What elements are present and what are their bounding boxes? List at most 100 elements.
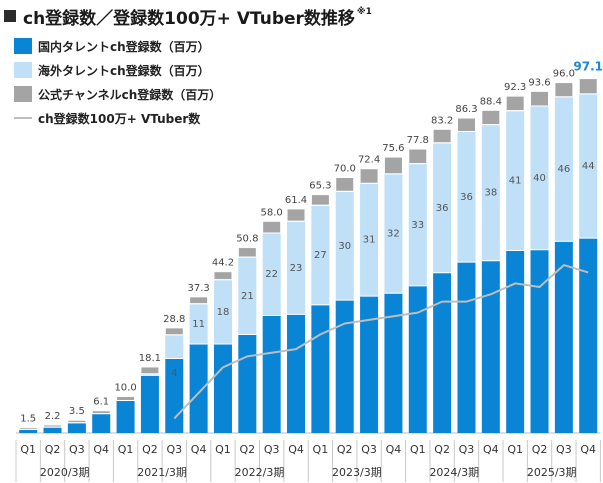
- bar-domestic: [579, 238, 598, 433]
- bar-domestic: [530, 249, 549, 433]
- bar-overseas: [335, 191, 354, 301]
- legend-swatch-overseas: [14, 62, 32, 78]
- bar-official: [383, 156, 403, 175]
- overseas-value-label: 27: [314, 250, 327, 261]
- x-tick-label: Q2: [239, 443, 255, 456]
- chart-title-note: ※1: [356, 7, 372, 17]
- bar-domestic: [189, 343, 208, 433]
- overseas-value-label: 36: [436, 203, 449, 214]
- bar-overseas: [506, 110, 525, 251]
- total-label: 75.6: [382, 143, 404, 154]
- overseas-value-label: 38: [484, 188, 497, 199]
- x-tick-label: Q1: [118, 443, 134, 456]
- total-label: 96.0: [553, 69, 575, 80]
- bar-overseas: [140, 373, 159, 376]
- total-label: 77.8: [407, 135, 429, 146]
- legend-swatch-vtuber-count: [14, 117, 32, 119]
- vtuber-count-line: [173, 264, 589, 420]
- total-label: 44.2: [212, 258, 234, 269]
- x-tick-label: Q2: [45, 443, 61, 456]
- overseas-value-label: 4: [171, 368, 177, 379]
- bar-official: [578, 78, 598, 95]
- bar-domestic: [92, 413, 111, 433]
- total-label: 65.3: [309, 181, 331, 192]
- overseas-value-label: 30: [338, 241, 351, 252]
- bar-domestic: [311, 304, 330, 433]
- chart-title: ch登録数／登録数100万+ VTuber数推移 ※1: [4, 4, 372, 29]
- total-label: 93.6: [528, 77, 550, 88]
- bar-overseas: [311, 205, 330, 305]
- bar-domestic: [287, 314, 306, 433]
- overseas-value-label: 23: [290, 263, 303, 274]
- x-tick-label: Q3: [361, 443, 377, 456]
- bar-official: [481, 109, 501, 126]
- total-label: 10.0: [114, 383, 136, 394]
- bar-overseas: [213, 279, 232, 344]
- bar-overseas: [433, 142, 452, 273]
- bar-domestic: [262, 315, 281, 433]
- legend-label-vtuber-count: ch登録数100万+ VTuber数: [38, 111, 201, 126]
- x-tick-label: Q2: [532, 443, 548, 456]
- legend-item-official: 公式チャンネルch登録数（百万）: [14, 82, 221, 106]
- overseas-value-label: 21: [241, 291, 254, 302]
- bar-overseas: [238, 257, 257, 335]
- bar-overseas: [554, 96, 573, 242]
- legend-item-vtuber-count: ch登録数100万+ VTuber数: [14, 106, 221, 130]
- total-label: 72.4: [358, 155, 380, 166]
- bar-domestic: [43, 427, 62, 433]
- bar-domestic: [238, 334, 257, 433]
- total-label: 88.4: [480, 96, 502, 107]
- bar-official: [237, 247, 257, 258]
- overseas-value-label: 22: [265, 269, 278, 280]
- total-label: 18.1: [139, 353, 161, 364]
- bar-domestic: [506, 250, 525, 433]
- legend: 国内タレントch登録数（百万） 海外タレントch登録数（百万） 公式チャンネルc…: [14, 34, 221, 130]
- x-tick-label: Q4: [93, 443, 109, 456]
- total-label: 2.2: [45, 411, 61, 422]
- total-label: 86.3: [455, 104, 477, 115]
- legend-item-domestic: 国内タレントch登録数（百万）: [14, 34, 221, 58]
- x-tick-label: Q3: [556, 443, 572, 456]
- bar-domestic: [408, 285, 427, 433]
- overseas-value-label: 41: [509, 176, 522, 187]
- bar-overseas: [189, 303, 208, 344]
- total-label: 28.8: [163, 314, 185, 325]
- bar-domestic: [213, 343, 232, 433]
- overseas-value-label: 33: [411, 220, 424, 231]
- bar-domestic: [19, 429, 38, 433]
- fiscal-year-label: 2021/3期: [137, 466, 187, 479]
- bar-official: [164, 327, 184, 336]
- bar-official: [189, 296, 209, 305]
- x-tick-label: Q1: [410, 443, 426, 456]
- bar-domestic: [116, 400, 135, 433]
- bar-overseas: [408, 163, 427, 286]
- overseas-value-label: 40: [533, 173, 546, 184]
- overseas-value-label: 11: [192, 319, 205, 330]
- bar-domestic: [360, 296, 379, 433]
- bar-official: [432, 128, 452, 144]
- bar-domestic: [554, 241, 573, 433]
- chart-title-text: ch登録数／登録数100万+ VTuber数推移: [23, 8, 355, 29]
- bar-official: [262, 220, 282, 234]
- total-label: 3.5: [69, 406, 85, 417]
- bar-domestic: [335, 300, 354, 433]
- bar-overseas: [262, 232, 281, 316]
- bar-official: [286, 208, 306, 222]
- fiscal-year-label: 2022/3期: [235, 466, 285, 479]
- x-tick-label: Q1: [20, 443, 36, 456]
- x-tick-label: Q4: [288, 443, 304, 456]
- legend-label-domestic: 国内タレントch登録数（百万）: [38, 39, 210, 54]
- bar-overseas: [530, 105, 549, 250]
- overseas-value-label: 31: [363, 235, 376, 246]
- total-label: 37.3: [187, 283, 209, 294]
- total-label: 92.3: [504, 82, 526, 93]
- bar-domestic: [433, 272, 452, 433]
- bar-domestic: [67, 422, 86, 433]
- title-square-icon: [4, 10, 16, 22]
- bar-official: [456, 117, 476, 133]
- overseas-value-label: 36: [460, 192, 473, 203]
- total-label: 70.0: [334, 164, 356, 175]
- fiscal-year-label: 2025/3期: [527, 466, 577, 479]
- bar-overseas: [579, 93, 598, 239]
